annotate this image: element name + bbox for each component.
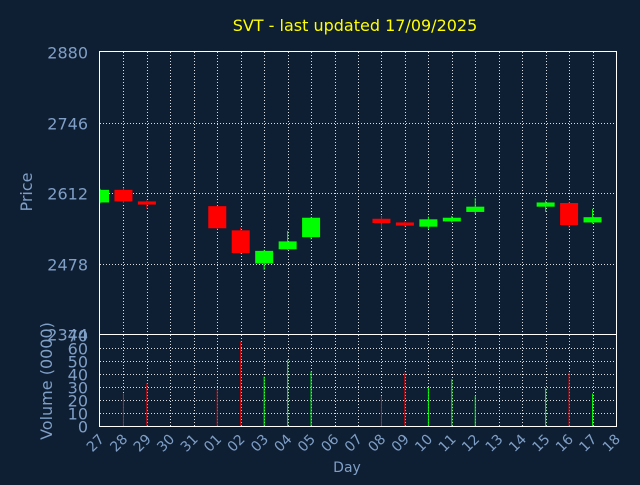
volume-tick-label: 20 — [68, 392, 88, 411]
candle-body — [560, 202, 579, 226]
day-tick-label: 10 — [412, 432, 436, 456]
candle-28 — [114, 187, 133, 203]
day-tick-label: 31 — [178, 432, 202, 456]
candle-body — [100, 189, 109, 203]
candle-10 — [419, 216, 438, 229]
candle-08 — [372, 216, 391, 229]
day-tick-label: 14 — [506, 431, 530, 455]
day-tick-label: 03 — [248, 432, 272, 456]
candle-27 — [99, 188, 109, 204]
candle-body — [536, 202, 555, 207]
price-tick-label: 2612 — [47, 185, 88, 204]
day-tick-label: 11 — [436, 432, 460, 456]
price-tick-label: 2478 — [47, 256, 88, 275]
day-tick-label: 13 — [483, 432, 507, 456]
day-tick-labels: 27 28 29 30 31 01 02 03 04 05 06 07 08 09 10 11 12 13 14 15… — [84, 431, 624, 455]
volume-plot-frame — [99, 334, 617, 427]
candle-body — [302, 217, 321, 238]
candle-body — [395, 222, 414, 226]
volume-tick-label: 0 — [78, 418, 88, 437]
price-grid — [100, 52, 616, 335]
candle-body — [442, 217, 461, 222]
candle-11 — [442, 216, 461, 223]
candle-03 — [255, 249, 274, 270]
candle-body — [419, 219, 438, 227]
candle-12 — [466, 198, 485, 215]
price-tick-label: 2880 — [47, 44, 88, 63]
chart-title: SVT - last updated 17/09/2025 — [233, 16, 478, 35]
candle-02 — [231, 227, 250, 255]
candle-04 — [278, 230, 297, 250]
day-tick-label: 06 — [318, 431, 342, 455]
volume-tick-label: 10 — [68, 405, 88, 424]
candle-17 — [583, 208, 602, 224]
day-tick-label: 28 — [107, 432, 131, 456]
candle-16 — [560, 201, 579, 228]
day-tick-label: 04 — [272, 431, 296, 455]
price-tick-label: 2344 — [47, 326, 88, 345]
day-tick-label: 18 — [600, 432, 624, 456]
day-tick-label: 29 — [131, 432, 155, 456]
day-tick-label: 17 — [576, 432, 600, 456]
candle-body — [255, 250, 274, 264]
volume-tick-label: 60 — [68, 340, 88, 359]
volume-tick-label: 50 — [68, 353, 88, 372]
price-axis-label: Price — [17, 172, 36, 211]
day-tick-label: 15 — [530, 432, 554, 456]
candle-15 — [536, 200, 555, 212]
candle-29 — [137, 200, 156, 209]
day-tick-label: 08 — [365, 432, 389, 456]
candle-body — [372, 218, 391, 223]
price-tick-labels: 2880 2746 2612 2478 2344 — [47, 44, 88, 345]
candle-01 — [208, 205, 227, 230]
candle-09 — [395, 221, 414, 227]
candle-body — [583, 217, 602, 223]
volume-tick-label: 70 — [68, 327, 88, 346]
volume-bar-series — [122, 341, 594, 426]
day-axis-label: Day — [333, 460, 361, 476]
candle-body — [114, 189, 133, 202]
price-tick-label: 2746 — [47, 115, 88, 134]
candle-body — [278, 241, 297, 250]
candle-body — [231, 230, 250, 253]
candle-body — [208, 206, 227, 229]
candle-body — [466, 206, 485, 212]
volume-axis-label: Volume (0000) — [37, 322, 56, 440]
day-tick-label: 30 — [154, 432, 178, 456]
day-tick-label: 16 — [553, 431, 577, 455]
candle-05 — [302, 217, 321, 240]
volume-tick-label: 40 — [68, 366, 88, 385]
candlestick-series — [99, 187, 602, 270]
day-tick-label: 12 — [459, 432, 483, 456]
day-tick-label: 09 — [389, 432, 413, 456]
day-tick-label: 02 — [225, 432, 249, 456]
day-tick-label: 01 — [201, 432, 225, 456]
volume-tick-label: 30 — [68, 379, 88, 398]
day-tick-label: 07 — [342, 432, 366, 456]
day-tick-label: 05 — [295, 432, 319, 456]
volume-grid — [100, 335, 616, 426]
candle-body — [137, 201, 156, 205]
